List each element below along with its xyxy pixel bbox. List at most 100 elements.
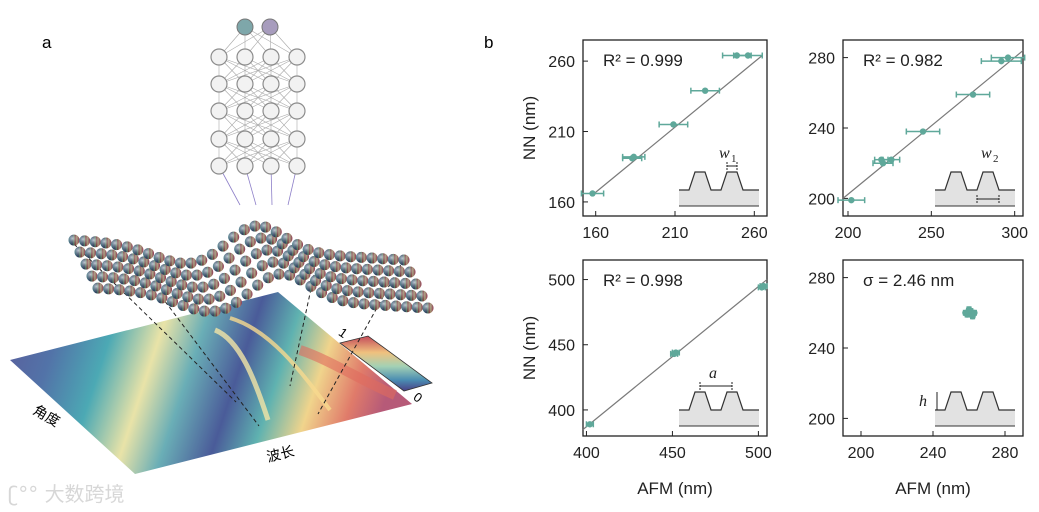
chart-annotation: R² = 0.999 [603,51,683,70]
y-axis-label: NN (nm) [520,96,539,160]
inset-outline [935,171,1015,191]
chain-sphere-shade [112,261,124,273]
x-tick-label: 200 [848,445,875,462]
chain-sphere-shade [202,266,214,278]
chain-sphere-shade [91,259,103,271]
chain-sphere-shade [139,277,151,289]
chart-annotation: σ = 2.46 nm [863,271,954,290]
net-node [210,48,228,66]
chain-sphere-shade [252,279,264,291]
chain-sphere-shade [255,232,267,244]
chain-sphere-shade [384,288,396,300]
chain-sphere-shade [313,247,325,259]
chain-sphere-shade [399,277,411,289]
chain-sphere-shade [416,290,428,302]
chain-sphere-shade [191,269,203,281]
chain-sphere-shade [357,275,369,287]
chain-sphere-shade [422,302,434,314]
x-tick-label: 400 [573,445,600,462]
net-node [262,130,280,148]
watermark-text: 大数跨境 [44,482,125,506]
data-point [971,309,978,316]
net-edge [218,83,298,112]
chain-sphere-shade [393,265,405,277]
net-edge [244,26,298,58]
net-edge [244,56,298,85]
x-tick-label: 160 [582,225,609,242]
data-point [672,349,680,356]
chain-sphere-shade [185,257,197,269]
chart-frame [582,259,768,437]
inset-fill [935,392,1015,426]
net-edge [218,138,298,167]
inset-fill [679,172,759,206]
chain-sphere-shade [156,292,168,304]
inset-label: h [919,393,927,410]
chain-sphere-shade [217,240,229,252]
net-node [288,130,306,148]
chain-sphere-shade [335,273,347,285]
chain-sphere-shade [337,295,349,307]
chain-sphere-shade [302,243,314,255]
chain-sphere-shade [292,239,304,251]
net-node [236,48,254,66]
chain-sphere-shade [132,244,144,256]
fit-line [842,50,1024,199]
chain-sphere-shade [378,276,390,288]
chain-sphere-shade [411,301,423,313]
chain-sphere-shade [379,299,391,311]
net-node [288,75,306,93]
chain-sphere-shade [331,283,343,295]
chain-sphere-shade [329,261,341,273]
net-node [288,157,306,175]
net-edge [218,110,298,140]
chain-sphere-shade [174,257,186,269]
colorbar [339,335,433,392]
chain-sphere-shade [346,274,358,286]
data-point [879,160,887,167]
chain-sphere-shade [230,296,242,308]
data-point [1004,54,1012,61]
data-point [888,156,895,163]
chain-sphere-shade [244,236,256,248]
data-point [670,121,677,128]
inset-outline [679,391,759,411]
chain-sphere-shade [351,263,363,275]
chain-sphere-shade [363,287,375,299]
net-edge [218,83,272,112]
chain-sphere-shade [383,265,395,277]
chain-sphere-shade [401,301,413,313]
x-tick-label: 240 [920,445,947,462]
colorbar-min-label: 0 [411,389,426,405]
chain-sphere-shade [150,280,162,292]
chain-sphere-shade [197,281,209,293]
chart-annotation: R² = 0.982 [863,51,943,70]
chain-sphere-shade [389,277,401,289]
chart-annotation: R² = 0.998 [603,271,683,290]
chain-sphere-shade [159,263,171,275]
chain-sphere-shade [97,271,109,283]
data-point [589,190,596,197]
chain-sphere-shade [377,253,389,265]
chain-sphere-shade [164,255,176,267]
x-tick-label: 210 [662,225,689,242]
panel-b-label: b [484,33,493,52]
inset-label: w [719,145,730,162]
data-point [969,91,977,98]
inset-fill [935,172,1015,206]
net-node [210,130,228,148]
chain-sphere-shade [398,254,410,266]
chain-sphere-shade [165,275,177,287]
chain-sphere-shade [129,275,141,287]
net-node [236,102,254,120]
chain-sphere-shade [241,288,253,300]
net-edge [244,110,298,140]
panel-a-label: a [42,33,52,52]
chain-sphere-shade [214,290,226,302]
y-tick-label: 400 [548,403,575,420]
chain-sphere-shade [95,248,107,260]
y-tick-label: 200 [808,191,835,208]
chain-sphere-shade [361,263,373,275]
net-edge [244,138,298,167]
